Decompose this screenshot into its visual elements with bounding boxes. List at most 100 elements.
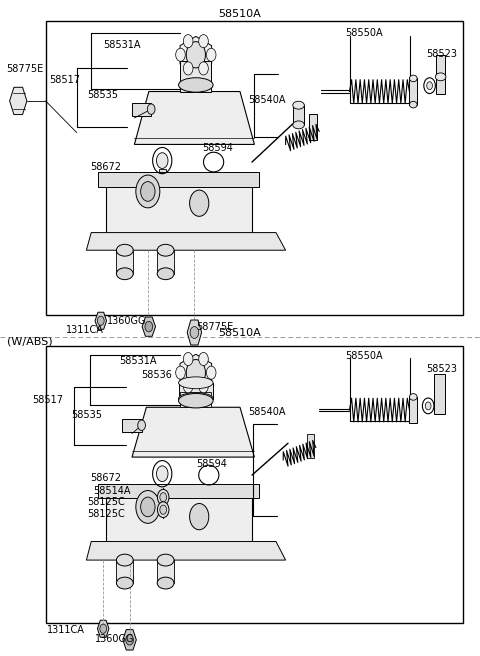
Polygon shape [132, 407, 254, 457]
Circle shape [183, 380, 193, 393]
Bar [116, 560, 133, 583]
Polygon shape [86, 233, 286, 250]
Circle shape [138, 420, 145, 430]
Text: 58594: 58594 [196, 459, 227, 470]
Bar [180, 392, 211, 407]
Ellipse shape [435, 73, 446, 81]
Bar [116, 250, 133, 274]
Circle shape [176, 366, 185, 379]
Text: 58125C: 58125C [87, 497, 125, 508]
Circle shape [186, 359, 205, 386]
Text: 58536: 58536 [142, 370, 172, 380]
Circle shape [183, 352, 193, 365]
Bar [132, 102, 151, 115]
Circle shape [186, 42, 205, 68]
Text: 1311CA: 1311CA [66, 325, 104, 335]
Circle shape [97, 316, 104, 325]
Circle shape [100, 624, 107, 633]
Circle shape [425, 402, 431, 410]
Ellipse shape [293, 121, 304, 129]
Polygon shape [134, 92, 254, 144]
Ellipse shape [157, 244, 174, 256]
Circle shape [190, 190, 209, 216]
Bar [436, 55, 445, 94]
Polygon shape [86, 542, 286, 560]
Circle shape [176, 49, 185, 62]
Bar [106, 488, 252, 542]
Ellipse shape [409, 75, 417, 82]
Bar [159, 169, 166, 184]
Bar [179, 383, 213, 399]
Circle shape [199, 380, 208, 393]
Ellipse shape [157, 577, 174, 589]
Ellipse shape [117, 554, 133, 566]
Bar [122, 419, 142, 432]
Circle shape [157, 489, 169, 505]
Circle shape [126, 634, 133, 645]
Text: 1311CA: 1311CA [47, 625, 85, 635]
Ellipse shape [117, 244, 133, 256]
Circle shape [206, 49, 216, 62]
Polygon shape [10, 87, 27, 115]
Text: 58550A: 58550A [346, 28, 383, 38]
Polygon shape [187, 320, 202, 345]
Text: 58517: 58517 [33, 395, 64, 405]
Text: 58594: 58594 [203, 142, 233, 153]
Circle shape [183, 35, 193, 48]
Circle shape [145, 321, 153, 332]
Bar [106, 176, 252, 233]
Circle shape [160, 493, 167, 502]
Text: 58510A: 58510A [218, 328, 262, 338]
Text: 58523: 58523 [426, 363, 457, 374]
Bar [307, 434, 314, 458]
Bar [46, 21, 463, 315]
Circle shape [147, 104, 155, 114]
Text: 58523: 58523 [426, 49, 457, 59]
Polygon shape [142, 317, 156, 337]
Text: (W/ABS): (W/ABS) [7, 336, 53, 346]
Circle shape [136, 491, 160, 523]
Bar [293, 105, 304, 125]
Circle shape [141, 497, 155, 517]
Ellipse shape [179, 78, 213, 92]
Text: 58514A: 58514A [94, 485, 131, 496]
Text: 58510A: 58510A [218, 9, 262, 19]
Text: 58531A: 58531A [119, 356, 156, 366]
Ellipse shape [117, 268, 133, 279]
Text: 58540A: 58540A [249, 94, 286, 105]
Circle shape [199, 352, 208, 365]
Polygon shape [123, 630, 136, 650]
Text: 58125C: 58125C [87, 509, 125, 520]
Polygon shape [97, 620, 109, 637]
Text: 58672: 58672 [90, 472, 121, 483]
Text: 58517: 58517 [49, 75, 81, 85]
Circle shape [156, 153, 168, 169]
Polygon shape [95, 312, 107, 329]
Ellipse shape [157, 554, 174, 566]
Ellipse shape [179, 393, 213, 405]
Circle shape [206, 366, 216, 379]
Circle shape [199, 35, 208, 48]
Ellipse shape [293, 101, 304, 109]
Bar [434, 373, 445, 414]
Text: 58672: 58672 [90, 162, 121, 173]
Ellipse shape [117, 577, 133, 589]
Circle shape [136, 175, 160, 208]
Circle shape [199, 62, 208, 75]
Circle shape [190, 327, 199, 338]
Text: 1360GG: 1360GG [95, 634, 134, 644]
Circle shape [160, 505, 167, 514]
Bar [98, 483, 259, 498]
Bar [157, 250, 174, 274]
Polygon shape [180, 37, 212, 73]
Text: 58550A: 58550A [346, 350, 383, 361]
Bar [98, 172, 259, 186]
Circle shape [141, 182, 155, 201]
Text: 1360GG: 1360GG [107, 316, 146, 327]
Circle shape [427, 82, 432, 90]
Bar [409, 397, 417, 423]
Text: 58540A: 58540A [249, 407, 286, 417]
Bar [309, 113, 317, 140]
Circle shape [190, 504, 209, 530]
Text: 58775E: 58775E [6, 64, 43, 74]
